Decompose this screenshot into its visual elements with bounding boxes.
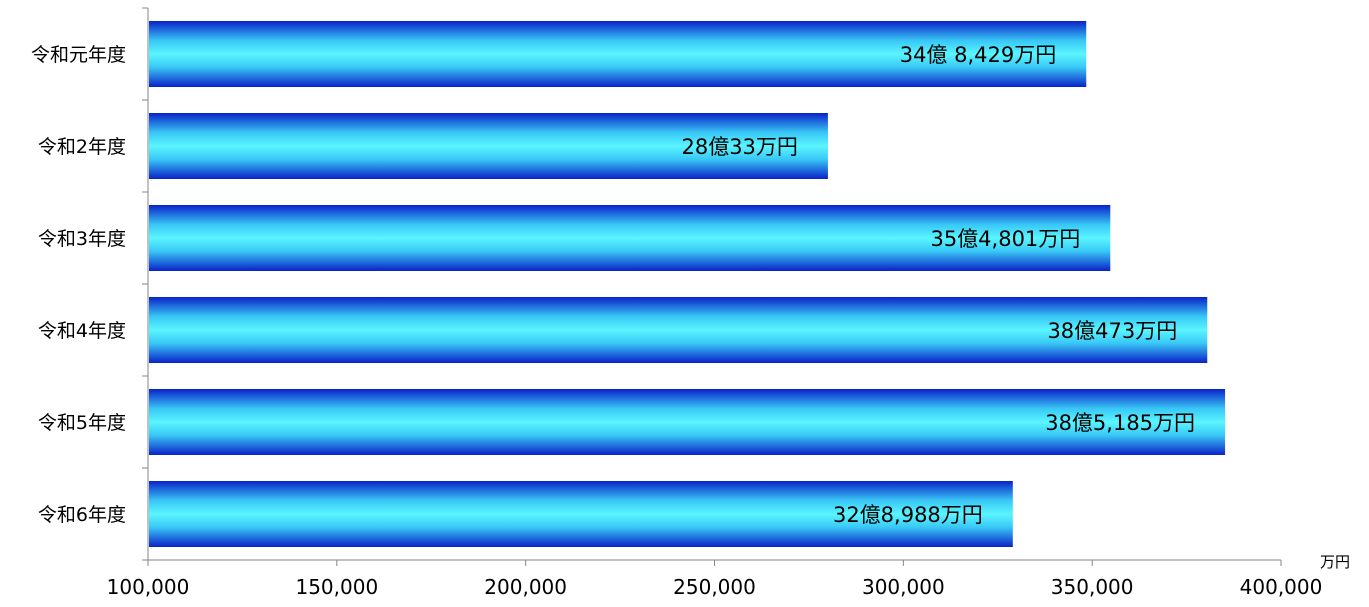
data-label: 34億 8,429万円	[900, 43, 1057, 67]
x-tick-label: 100,000	[107, 575, 190, 599]
data-label: 38億473万円	[1047, 319, 1177, 343]
bars	[149, 21, 1226, 547]
x-tick-label: 350,000	[1051, 575, 1134, 599]
bar	[149, 205, 1111, 271]
bar	[149, 21, 1087, 87]
bar	[149, 389, 1226, 455]
bar	[149, 113, 828, 179]
x-axis-unit-label: 万円	[1320, 553, 1350, 571]
data-label: 35億4,801万円	[930, 227, 1080, 251]
category-label: 令和6年度	[38, 504, 126, 526]
category-label: 令和4年度	[38, 320, 126, 342]
bar	[149, 297, 1208, 363]
category-label: 令和5年度	[38, 412, 126, 434]
category-label: 令和3年度	[38, 228, 126, 250]
category-label: 令和2年度	[38, 136, 126, 158]
x-tick-label: 300,000	[862, 575, 945, 599]
labels: 100,000 150,000 200,000 250,000 300,000 350,0…	[31, 43, 1322, 599]
axes	[142, 7, 1282, 566]
data-label: 28億33万円	[681, 135, 797, 159]
x-tick-label: 200,000	[484, 575, 567, 599]
data-label: 38億5,185万円	[1045, 411, 1195, 435]
category-label: 令和元年度	[31, 44, 126, 66]
bar	[149, 481, 1013, 547]
x-tick-label: 250,000	[673, 575, 756, 599]
x-tick-label: 400,000	[1240, 575, 1323, 599]
data-label: 32億8,988万円	[833, 503, 983, 527]
x-tick-label: 150,000	[295, 575, 378, 599]
